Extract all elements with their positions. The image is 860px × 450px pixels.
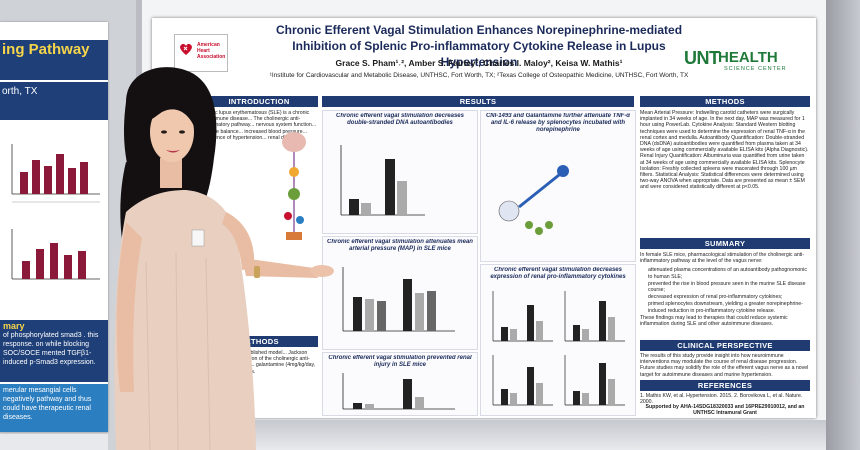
poster-title-line-1: Chronic Efferent Vagal Stimulation Enhan… xyxy=(275,23,683,37)
heart-icon xyxy=(180,43,192,55)
poster-affiliations: ¹Institute for Cardiovascular and Metabo… xyxy=(269,72,689,79)
right-board-frame xyxy=(826,0,860,450)
poster-title: Chronic Efferent Vagal Stimulation Enhan… xyxy=(264,22,694,70)
figure-renal-injury-caption: Chronic efferent vagal stimulation preve… xyxy=(328,355,472,368)
references-heading: REFERENCES xyxy=(640,380,810,391)
figure-splenocyte-panel: CNI-1493 and Galantamine further attenua… xyxy=(480,110,636,262)
methods-right-heading: METHODS xyxy=(640,96,810,107)
presenter-figure xyxy=(114,67,334,450)
figure-map-caption: Chronic efferent vagal stimulation atten… xyxy=(327,239,473,252)
neighbor-conclusion-text: merular mesangial cells negatively pathw… xyxy=(3,387,92,421)
summary-heading: SUMMARY xyxy=(640,238,810,249)
support-text: Supported by AHA-14SDG18320033 and 16PRE… xyxy=(645,404,805,416)
poster-header: American Heart Association Chronic Effer… xyxy=(152,18,816,90)
introduction-heading: INTRODUCTION xyxy=(200,96,318,107)
figure-splenocyte-diagram xyxy=(498,165,569,235)
figure-renal-injury-panel: Chronic efferent vagal stimulation preve… xyxy=(322,352,478,416)
unt-logo: UNT HEALTH SCIENCE CENTER xyxy=(684,48,808,78)
summary-intro: In female SLE mice, pharmacological stim… xyxy=(640,252,805,265)
research-poster: American Heart Association Chronic Effer… xyxy=(152,18,816,418)
figure-renal-cytokine-caption: Chronic efferent vagal stimulation decre… xyxy=(490,267,626,280)
figure-renal-injury-chart xyxy=(342,373,455,410)
neighbor-footer xyxy=(0,434,108,450)
neighbor-bar-chart-1 xyxy=(11,144,100,203)
neighbor-poster: ing Pathway orth, TX mary of phosphoryla… xyxy=(0,22,108,450)
figure-dsdna-caption: Chronic efferent vagal stimulation decre… xyxy=(336,113,464,126)
summary-item: primed splenocytes downstream, yielding … xyxy=(648,301,810,313)
neighbor-poster-title: ing Pathway xyxy=(0,40,108,80)
figure-map-panel: Chronic efferent vagal stimulation atten… xyxy=(322,236,478,350)
neighbor-summary-heading: mary xyxy=(3,321,25,331)
references-text: 1. Mathis KW, et al. Hypertension. 2015.… xyxy=(640,393,803,403)
neighbor-summary-text: of phosphorylated smad3 . this response.… xyxy=(3,332,99,366)
neighbor-conclusion-band: merular mesangial cells negatively pathw… xyxy=(0,384,108,432)
poster-title-line-2: Inhibition of Splenic Pro-inflammatory C… xyxy=(292,39,666,69)
figure-dsdna-legend xyxy=(431,145,473,215)
unt-logo-health: HEALTH xyxy=(718,49,778,66)
unt-logo-subtitle: SCIENCE CENTER xyxy=(724,66,787,72)
methods-right-text: Mean Arterial Pressure: Indwelling carot… xyxy=(640,110,809,191)
aha-logo-text: American Heart Association xyxy=(197,42,226,60)
aha-logo: American Heart Association xyxy=(174,34,228,72)
pathway-diagram xyxy=(282,132,306,240)
figure-map-chart xyxy=(342,267,455,332)
figure-splenocyte-caption: CNI-1493 and Galantamine further attenua… xyxy=(485,113,631,133)
summary-item: prevented the rise in blood pressure see… xyxy=(648,281,810,293)
neighbor-poster-subtitle: orth, TX xyxy=(0,82,108,120)
introduction-text: ystemic lupus erythematosus (SLE) is a c… xyxy=(200,110,317,141)
summary-list: attenuated plasma concentrations of an a… xyxy=(640,267,810,313)
clinical-perspective-heading: CLINICAL PERSPECTIVE xyxy=(640,340,810,351)
unt-logo-mark: UNT xyxy=(684,48,720,68)
clinical-perspective-text: The results of this study provide insigh… xyxy=(640,353,809,378)
figure-dsdna-panel: Chronic efferent vagal stimulation decre… xyxy=(322,110,478,234)
figure-renal-cytokine-panel: Chronic efferent vagal stimulation decre… xyxy=(480,264,636,416)
neighbor-bar-chart-2 xyxy=(11,229,100,280)
poster-authors: Grace S. Pham¹˒², Amber S. Fairley¹, Cha… xyxy=(335,58,623,68)
summary-body: In female SLE mice, pharmacological stim… xyxy=(640,252,810,340)
neighbor-summary-band: mary of phosphorylated smad3 . this resp… xyxy=(0,320,108,382)
figure-dsdna-chart xyxy=(340,145,425,216)
summary-item: decreased expression of renal pro-inflam… xyxy=(648,294,810,300)
summary-outro: These findings may lead to therapies tha… xyxy=(640,314,788,328)
methods-left-heading: METHODS xyxy=(200,336,318,347)
figure-renal-cytokine-charts xyxy=(492,291,625,406)
results-heading: RESULTS xyxy=(322,96,634,107)
summary-item: attenuated plasma concentrations of an a… xyxy=(648,267,810,279)
